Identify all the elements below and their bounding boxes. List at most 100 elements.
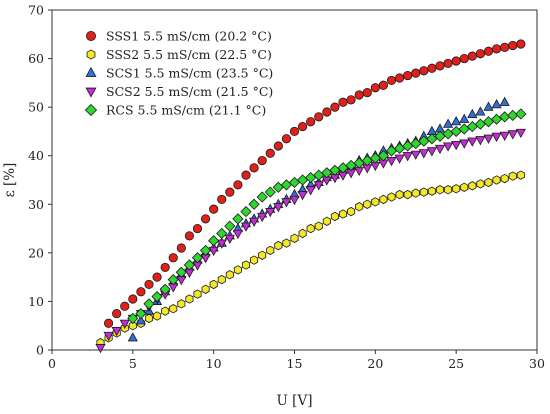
data-point [459,139,470,149]
legend-label: SCS2 5.5 mS/cm (21.5 °C) [106,84,273,99]
data-point [281,198,292,208]
data-point [193,289,202,299]
data-point [330,102,340,112]
data-point [167,273,179,286]
data-point [444,185,453,195]
y-tick-label: 0 [36,343,44,358]
data-point [492,175,501,185]
x-axis-title: U [V] [277,393,313,409]
data-point [201,284,210,294]
data-point [338,97,348,107]
data-point [232,229,244,240]
data-point [442,142,454,152]
data-point [272,181,284,193]
data-point [419,66,429,76]
data-point [411,68,421,78]
data-point [370,83,380,93]
y-tick-label: 50 [28,100,44,115]
x-tick-label: 25 [448,356,464,371]
data-point [427,63,437,73]
data-point [516,170,525,180]
data-point [354,90,364,100]
y-axis-title: ε [%] [2,163,18,198]
data-point [419,187,428,197]
data-point [452,184,461,194]
data-point [256,191,268,203]
data-point [434,130,446,142]
data-point [127,312,139,325]
data-point [103,331,114,342]
axes: 0 5 10 15 20 25 30 0 10 20 30 40 50 60 70 [28,3,545,372]
data-point [280,179,293,191]
data-point [176,243,186,253]
data-point [346,95,356,105]
data-point [153,311,162,321]
data-point [484,177,493,188]
data-point [322,216,331,226]
data-point [258,250,267,260]
data-point [313,181,324,191]
data-point [353,157,365,169]
x-tick-label: 15 [287,356,303,371]
data-point [119,319,130,329]
data-point [265,208,276,218]
data-point [507,130,518,140]
data-point [265,148,275,158]
data-point [459,113,470,123]
data-point [281,134,292,144]
data-point [282,238,291,248]
data-point [442,128,454,140]
data-point [120,301,130,311]
data-point [411,188,420,198]
data-point [128,294,138,304]
data-point [435,61,445,71]
data-point [516,39,526,49]
data-point [377,150,390,162]
data-point [288,176,301,189]
data-point [175,266,187,278]
data-point [475,106,486,116]
data-point [468,181,477,191]
data-point [177,299,186,309]
series-1 [103,39,526,328]
legend: SSS1 5.5 mS/cm (20.2 °C) SSS2 5.5 mS/cm (… [84,29,273,118]
data-point [224,234,235,244]
data-point [191,252,204,264]
x-tick-label: 10 [206,356,222,371]
data-point [160,262,170,273]
data-point [476,179,485,189]
data-point [508,40,518,51]
data-point [490,113,503,125]
data-point [442,118,454,128]
legend-label: RCS 5.5 mS/cm (21.1 °C) [106,103,266,118]
data-point [169,304,178,314]
x-tick-label: 0 [48,356,56,371]
data-point [233,265,242,275]
legend-marker [86,49,96,60]
data-point [152,272,162,282]
data-point [443,58,453,69]
legend-label: SSS1 5.5 mS/cm (20.2 °C) [106,29,272,44]
legend-item: RCS 5.5 mS/cm (21.1 °C) [84,103,266,118]
series-4 [95,128,526,354]
data-point [426,133,438,145]
data-point [451,140,462,151]
data-point [305,171,317,184]
data-point [257,212,268,223]
data-point [297,121,308,132]
data-point [483,101,494,111]
data-point [183,259,196,271]
legend-label: SSS2 5.5 mS/cm (22.5 °C) [106,47,272,62]
data-point [386,75,397,86]
data-point [403,189,412,200]
data-point [289,126,300,137]
data-point [266,245,275,256]
y-tick-label: 20 [28,245,44,260]
data-point [216,239,227,249]
data-point [240,205,252,218]
data-point [314,112,324,122]
x-tick-label: 5 [129,356,137,371]
data-point [499,96,510,106]
data-point [450,125,462,138]
data-point [474,118,487,130]
